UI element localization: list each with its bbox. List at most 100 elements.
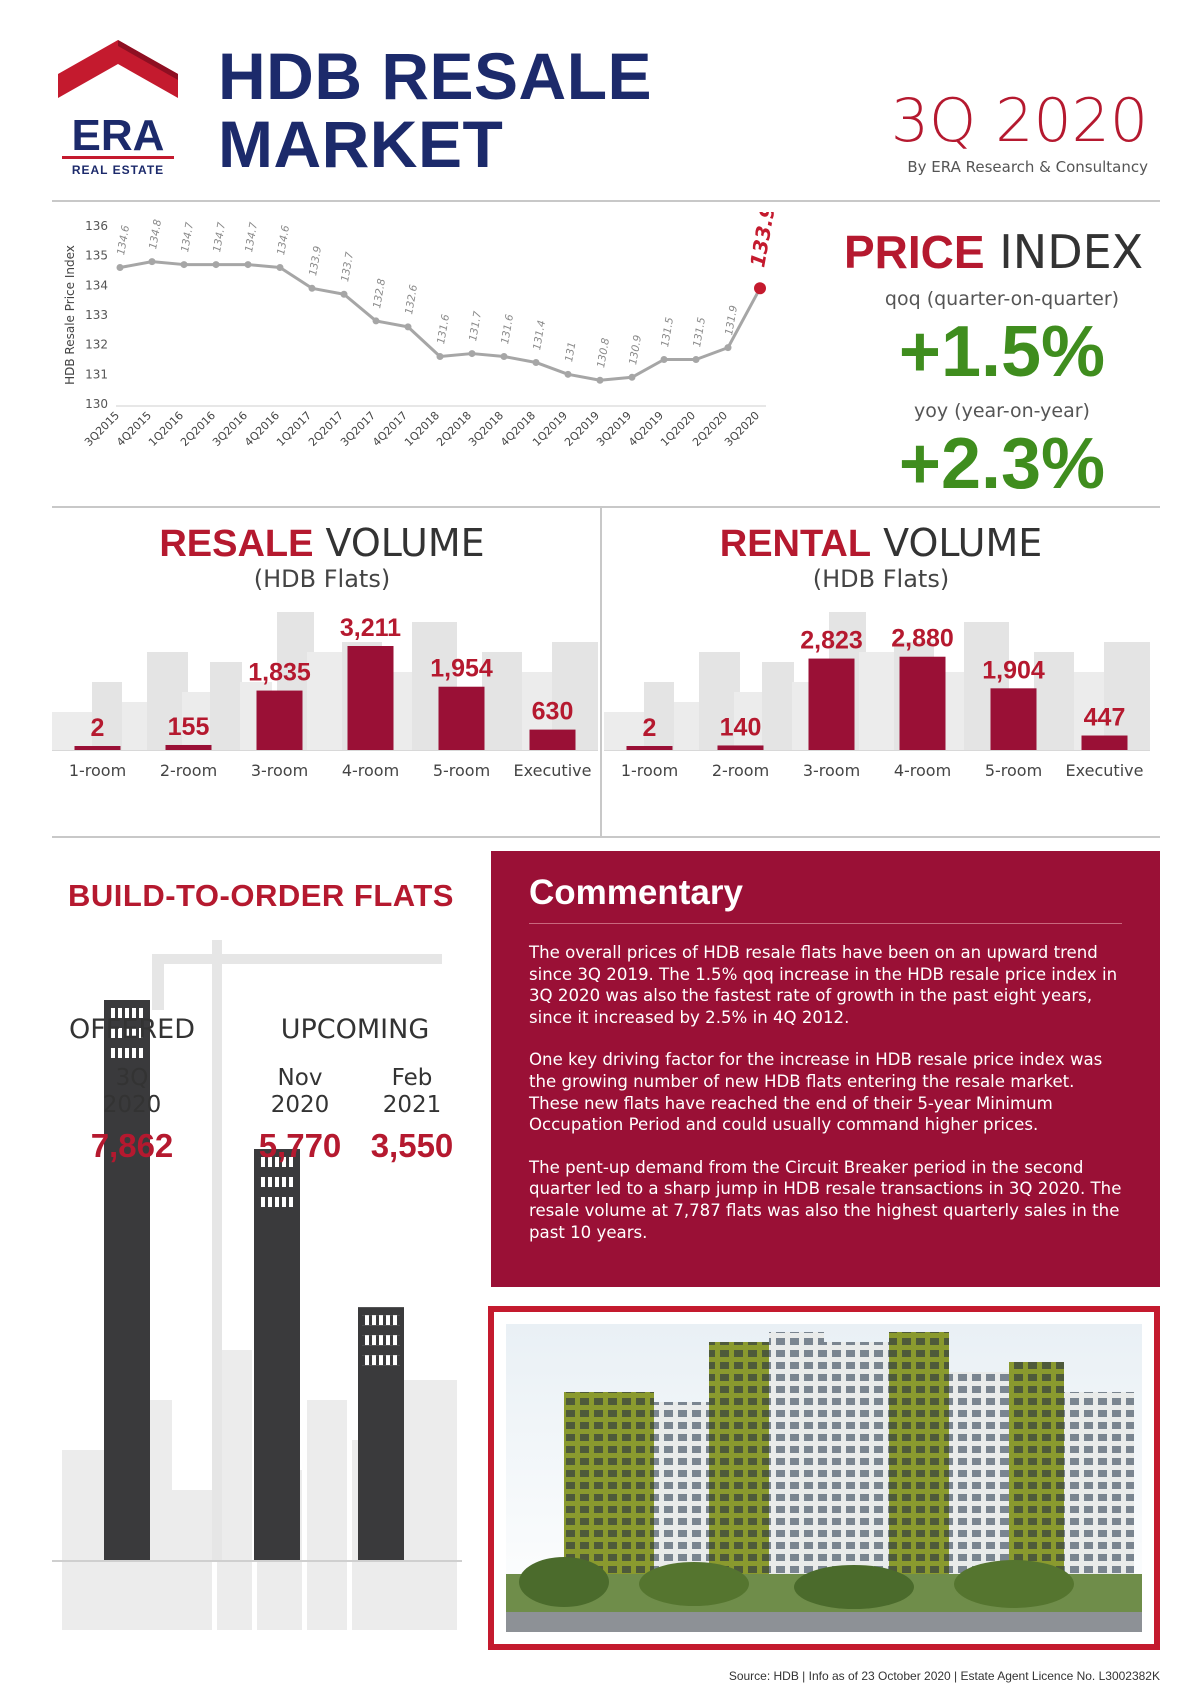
ground-line bbox=[52, 1560, 462, 1562]
price-index-point bbox=[436, 353, 444, 361]
bar-value-label: 2 bbox=[91, 714, 105, 742]
y-tick-label: 131 bbox=[85, 367, 108, 381]
price-index-point bbox=[564, 370, 572, 378]
resale-title-rest: VOLUME bbox=[313, 521, 485, 565]
data-label: 131.4 bbox=[531, 319, 548, 351]
data-label: 130.8 bbox=[595, 337, 612, 369]
y-tick-label: 135 bbox=[85, 249, 108, 263]
tower-window-divider bbox=[143, 1048, 146, 1058]
tower-window-band bbox=[258, 1177, 296, 1188]
category-label: 4-room bbox=[894, 761, 951, 780]
tower-window-divider bbox=[108, 1048, 111, 1058]
skyline-block bbox=[402, 1380, 457, 1630]
data-label: 131.6 bbox=[435, 313, 452, 345]
panel-divider bbox=[600, 508, 602, 838]
commentary-paragraph-1: The overall prices of HDB resale flats h… bbox=[529, 943, 1118, 1027]
tower-window-divider bbox=[136, 1008, 139, 1018]
tower-window-band bbox=[108, 1028, 146, 1038]
chart-baseline bbox=[604, 750, 1150, 751]
tower-window-divider bbox=[362, 1355, 365, 1366]
skyline-block bbox=[307, 1400, 347, 1630]
skyline-block bbox=[482, 652, 522, 750]
bar-value-label: 1,904 bbox=[982, 656, 1045, 684]
data-label: 133.7 bbox=[339, 251, 356, 283]
rental-title-bold: RENTAL bbox=[719, 523, 872, 565]
category-label: Executive bbox=[1066, 761, 1144, 780]
skyline-block bbox=[92, 682, 122, 750]
tower-window-divider bbox=[383, 1355, 386, 1366]
tower-window-divider bbox=[122, 1028, 125, 1038]
report-period: 3Q 2020 bbox=[890, 86, 1148, 156]
bar-value-label: 1,835 bbox=[248, 659, 311, 687]
tower-window-band bbox=[108, 1008, 146, 1018]
upcoming-value-1: 5,770 bbox=[258, 1127, 342, 1164]
upcoming-date-2: Feb 2021 bbox=[362, 1065, 462, 1119]
qoq-value: +1.5% bbox=[898, 312, 1106, 392]
upcoming-value-2: 3,550 bbox=[370, 1127, 454, 1164]
tower-window-divider bbox=[272, 1177, 275, 1188]
bar bbox=[717, 745, 764, 750]
bar bbox=[438, 686, 485, 750]
bar bbox=[899, 656, 946, 750]
bto-tower bbox=[358, 1307, 404, 1560]
tower-window-divider bbox=[286, 1177, 289, 1188]
divider bbox=[52, 506, 1160, 508]
data-label: 133.9 bbox=[745, 212, 780, 269]
up1-date-line2: 2020 bbox=[270, 1092, 330, 1118]
data-label: 130.9 bbox=[627, 334, 644, 366]
price-index-point bbox=[308, 284, 316, 292]
tower-window-divider bbox=[376, 1335, 379, 1346]
tower-window-divider bbox=[286, 1157, 289, 1168]
offered-label: OFFERED bbox=[69, 1014, 195, 1045]
data-label: 131 bbox=[563, 341, 578, 363]
price-index-point bbox=[180, 261, 188, 269]
tower-window-divider bbox=[136, 1048, 139, 1058]
skyline-block bbox=[604, 712, 644, 750]
category-label: Executive bbox=[514, 761, 592, 780]
tower-window-band bbox=[362, 1315, 400, 1326]
tower-window-divider bbox=[279, 1177, 282, 1188]
bar bbox=[626, 746, 673, 750]
up1-date-line1: Nov bbox=[277, 1065, 323, 1091]
tower-window-divider bbox=[376, 1315, 379, 1326]
tower-window-divider bbox=[136, 1028, 139, 1038]
tower-window-divider bbox=[115, 1048, 118, 1058]
data-label: 132.8 bbox=[371, 277, 388, 309]
tower-window-divider bbox=[383, 1315, 386, 1326]
crane-counterweight bbox=[152, 960, 164, 1010]
skyline-block bbox=[699, 652, 740, 750]
category-label: 1-room bbox=[69, 761, 126, 780]
rental-volume-subtitle: (HDB Flats) bbox=[812, 565, 950, 593]
tower-window-divider bbox=[286, 1197, 289, 1208]
y-tick-label: 136 bbox=[85, 219, 108, 233]
category-label: 4-room bbox=[342, 761, 399, 780]
rental-volume-chart: 2 1-room 140 2-room 2,823 3-room 2,880 4-room 1,… bbox=[604, 612, 1150, 780]
tower-window-divider bbox=[129, 1028, 132, 1038]
price-index-chart: HDB Resale Price Index 130 131 132 133 134 135… bbox=[63, 212, 780, 449]
data-label: 131.5 bbox=[659, 316, 676, 348]
tower-window-divider bbox=[383, 1335, 386, 1346]
rental-volume-title: RENTAL VOLUME bbox=[606, 522, 1156, 565]
tower-window-divider bbox=[390, 1355, 393, 1366]
tower-window-divider bbox=[108, 1008, 111, 1018]
skyline-block bbox=[734, 692, 764, 750]
up2-date-line2: 2021 bbox=[382, 1092, 442, 1118]
price-index-point bbox=[660, 356, 668, 363]
tower-window-divider bbox=[293, 1177, 296, 1188]
tower-window-divider bbox=[369, 1315, 372, 1326]
data-label: 134.8 bbox=[147, 218, 164, 250]
bar bbox=[165, 744, 212, 750]
category-label: 5-room bbox=[985, 761, 1042, 780]
bto-tower bbox=[104, 1000, 150, 1560]
price-index-point bbox=[628, 373, 636, 381]
category-label: 3-room bbox=[251, 761, 308, 780]
price-index-point bbox=[212, 261, 220, 269]
skyline-block bbox=[210, 662, 242, 750]
tower-window-divider bbox=[272, 1157, 275, 1168]
tower-window-divider bbox=[265, 1177, 268, 1188]
skyline-block bbox=[52, 712, 92, 750]
tower-window-band bbox=[362, 1355, 400, 1366]
resale-volume-chart: 2 1-room 155 2-room 1,835 3-room 3,211 4-room 1,… bbox=[52, 612, 598, 780]
crane-mast bbox=[212, 940, 222, 1560]
bto-tower bbox=[254, 1149, 300, 1560]
